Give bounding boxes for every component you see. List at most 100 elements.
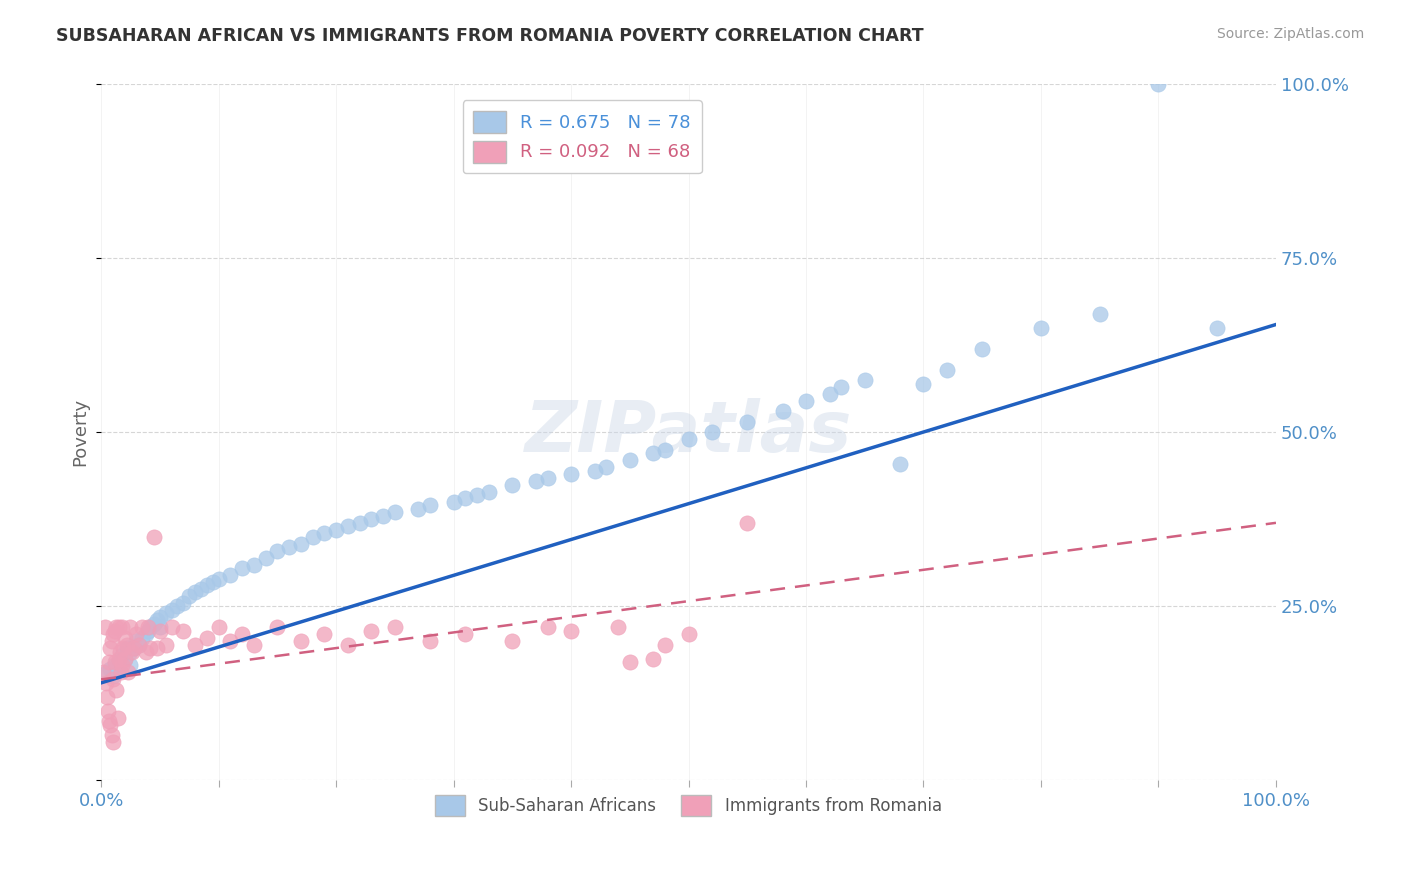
Point bbox=[595, 460, 617, 475]
Point bbox=[190, 582, 212, 596]
Point bbox=[243, 638, 266, 652]
Point bbox=[107, 711, 129, 725]
Point bbox=[107, 620, 129, 634]
Point bbox=[115, 641, 138, 656]
Point bbox=[149, 624, 172, 638]
Point bbox=[524, 474, 547, 488]
Point bbox=[619, 453, 641, 467]
Point bbox=[371, 508, 394, 523]
Point bbox=[419, 634, 441, 648]
Point bbox=[360, 512, 382, 526]
Point bbox=[560, 624, 582, 638]
Point bbox=[142, 616, 165, 631]
Point bbox=[207, 572, 229, 586]
Point bbox=[112, 641, 135, 656]
Point bbox=[384, 620, 406, 634]
Point bbox=[735, 415, 758, 429]
Point bbox=[912, 376, 935, 391]
Point bbox=[243, 558, 266, 572]
Point bbox=[114, 651, 136, 665]
Point bbox=[114, 651, 136, 665]
Point bbox=[184, 585, 207, 599]
Point bbox=[135, 627, 157, 641]
Point bbox=[149, 620, 172, 634]
Point bbox=[278, 540, 301, 554]
Point bbox=[96, 690, 118, 704]
Point bbox=[160, 620, 183, 634]
Point bbox=[179, 589, 201, 603]
Point bbox=[643, 651, 665, 665]
Point bbox=[142, 530, 165, 544]
Text: ZIPatlas: ZIPatlas bbox=[524, 398, 852, 467]
Point bbox=[105, 620, 128, 634]
Point bbox=[100, 634, 122, 648]
Point bbox=[643, 446, 665, 460]
Point bbox=[111, 648, 134, 662]
Point bbox=[136, 624, 159, 638]
Point bbox=[136, 620, 159, 634]
Point bbox=[93, 620, 115, 634]
Point bbox=[290, 634, 312, 648]
Point bbox=[131, 631, 153, 645]
Point bbox=[101, 673, 124, 687]
Point bbox=[1147, 78, 1170, 92]
Point bbox=[619, 655, 641, 669]
Point bbox=[290, 537, 312, 551]
Point bbox=[536, 620, 558, 634]
Point bbox=[160, 603, 183, 617]
Point bbox=[1206, 321, 1229, 335]
Point bbox=[94, 676, 117, 690]
Point bbox=[266, 620, 288, 634]
Point bbox=[231, 561, 253, 575]
Point bbox=[195, 631, 218, 645]
Point bbox=[107, 662, 129, 676]
Point bbox=[501, 634, 523, 648]
Text: SUBSAHARAN AFRICAN VS IMMIGRANTS FROM ROMANIA POVERTY CORRELATION CHART: SUBSAHARAN AFRICAN VS IMMIGRANTS FROM RO… bbox=[56, 27, 924, 45]
Point bbox=[139, 641, 162, 656]
Point bbox=[207, 620, 229, 634]
Point bbox=[128, 638, 150, 652]
Point bbox=[349, 516, 371, 530]
Point bbox=[889, 457, 911, 471]
Point bbox=[360, 624, 382, 638]
Point bbox=[122, 641, 145, 656]
Point bbox=[104, 655, 127, 669]
Point bbox=[108, 644, 131, 658]
Point bbox=[155, 607, 177, 621]
Point bbox=[120, 644, 142, 658]
Point bbox=[97, 704, 120, 718]
Point bbox=[536, 470, 558, 484]
Point bbox=[583, 464, 606, 478]
Point bbox=[1029, 321, 1052, 335]
Point bbox=[219, 568, 242, 582]
Point bbox=[100, 717, 122, 731]
Point bbox=[172, 596, 194, 610]
Point bbox=[654, 638, 676, 652]
Point bbox=[654, 442, 676, 457]
Text: Source: ZipAtlas.com: Source: ZipAtlas.com bbox=[1216, 27, 1364, 41]
Point bbox=[100, 641, 122, 656]
Point bbox=[149, 609, 172, 624]
Point bbox=[301, 530, 323, 544]
Point bbox=[972, 342, 994, 356]
Point bbox=[325, 523, 347, 537]
Point bbox=[117, 665, 139, 680]
Point bbox=[501, 477, 523, 491]
Point bbox=[700, 425, 723, 440]
Point bbox=[96, 665, 118, 680]
Point bbox=[314, 627, 336, 641]
Point bbox=[128, 638, 150, 652]
Point bbox=[201, 574, 224, 589]
Point bbox=[1088, 307, 1111, 321]
Point bbox=[336, 519, 359, 533]
Point bbox=[146, 641, 169, 656]
Point bbox=[254, 550, 277, 565]
Point bbox=[166, 599, 188, 614]
Point bbox=[121, 644, 143, 658]
Point bbox=[443, 495, 465, 509]
Point bbox=[936, 363, 959, 377]
Point bbox=[120, 620, 142, 634]
Legend: Sub-Saharan Africans, Immigrants from Romania: Sub-Saharan Africans, Immigrants from Ro… bbox=[427, 787, 950, 824]
Point bbox=[104, 624, 127, 638]
Point bbox=[266, 543, 288, 558]
